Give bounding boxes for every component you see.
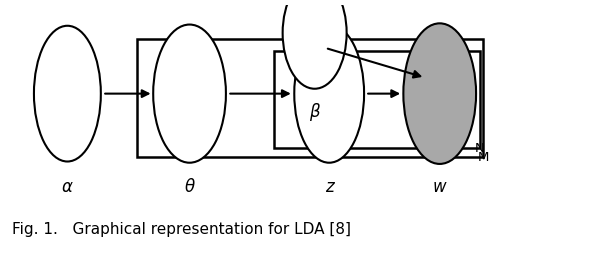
Text: M: M xyxy=(478,151,489,164)
Bar xyxy=(137,39,484,157)
Bar xyxy=(274,51,481,148)
Ellipse shape xyxy=(153,24,226,163)
Text: Fig. 1.   Graphical representation for LDA [8]: Fig. 1. Graphical representation for LDA… xyxy=(12,222,351,237)
Text: N: N xyxy=(475,142,485,155)
Text: w: w xyxy=(433,178,447,197)
Ellipse shape xyxy=(34,26,101,161)
Text: β: β xyxy=(309,103,320,121)
Text: θ: θ xyxy=(184,178,195,197)
Ellipse shape xyxy=(404,23,476,164)
Ellipse shape xyxy=(295,24,364,163)
Text: α: α xyxy=(62,178,73,197)
Text: z: z xyxy=(325,178,333,197)
Ellipse shape xyxy=(282,0,347,89)
